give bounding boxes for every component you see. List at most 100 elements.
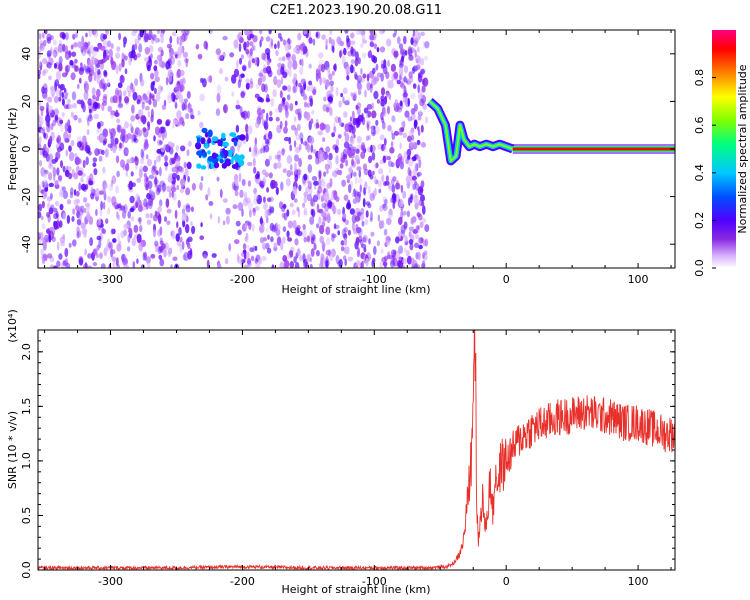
heatmap-noise-cell xyxy=(331,70,335,76)
heatmap-noise-cell xyxy=(44,187,49,192)
heatmap-noise-cell xyxy=(81,48,87,57)
heatmap-noise-cell xyxy=(366,103,373,110)
heatmap-noise-cell xyxy=(236,99,240,106)
heatmap-noise-cell xyxy=(400,265,406,268)
heatmap-noise-cell xyxy=(179,243,183,253)
heatmap-noise-cell xyxy=(287,237,293,242)
heatmap-noise-cell xyxy=(286,230,290,239)
heatmap-noise-cell xyxy=(261,108,266,114)
heatmap-noise-cell xyxy=(88,60,95,67)
heatmap-noise-cell xyxy=(339,50,342,59)
heatmap-noise-cell xyxy=(264,139,270,145)
heatmap-noise-cell xyxy=(126,246,131,252)
heatmap-noise-cell xyxy=(100,45,106,51)
heatmap-noise-cell xyxy=(367,110,372,118)
heatmap-noise-cell xyxy=(424,41,430,49)
heatmap-noise-cell xyxy=(263,134,267,140)
heatmap-noise-cell xyxy=(252,207,256,217)
heatmap-noise-cell xyxy=(77,170,83,176)
snr-x-tick-label: -300 xyxy=(98,575,123,588)
heatmap-noise-cell xyxy=(46,52,51,59)
heatmap-noise-cell xyxy=(174,209,178,219)
heatmap-noise-cell xyxy=(69,59,74,66)
heatmap-noise-cell xyxy=(123,90,127,97)
heatmap-noise-cell xyxy=(358,169,362,178)
heatmap-noise-cell xyxy=(303,207,307,216)
heatmap-noise-cell xyxy=(156,119,163,125)
heatmap-noise-cell xyxy=(371,125,374,133)
heatmap-noise-cell xyxy=(395,250,401,260)
heatmap-noise-cell xyxy=(307,163,313,173)
heatmap-noise-cell xyxy=(38,47,42,55)
heatmap-noise-cell xyxy=(153,87,157,95)
heatmap-noise-cell xyxy=(409,129,414,137)
heatmap-noise-cell xyxy=(186,161,192,170)
heatmap-noise-cell xyxy=(168,45,172,53)
heatmap-noise-cell xyxy=(53,62,58,69)
heatmap-noise-cell xyxy=(318,262,323,268)
heatmap-noise-cell xyxy=(310,144,314,153)
heatmap-noise-cell xyxy=(160,85,163,91)
heatmap-noise-cell xyxy=(38,203,43,212)
heatmap-noise-cell xyxy=(150,108,154,118)
heatmap-noise-cell xyxy=(285,178,291,187)
heatmap-noise-cell xyxy=(64,32,70,41)
heatmap-noise-cell xyxy=(422,205,426,215)
heatmap-noise-cell xyxy=(95,209,98,216)
heatmap-noise-cell xyxy=(170,92,176,102)
heatmap-noise-cell xyxy=(195,44,200,50)
heatmap-noise-cell xyxy=(291,209,296,216)
heatmap-noise-cell xyxy=(94,66,98,74)
heatmap-blob-cell xyxy=(196,136,201,144)
heatmap-noise-cell xyxy=(98,155,103,162)
heatmap-noise-cell xyxy=(280,241,284,251)
heatmap-noise-cell xyxy=(353,188,356,197)
heatmap-noise-cell xyxy=(88,216,94,225)
heatmap-noise-cell xyxy=(57,43,64,53)
heatmap-noise-cell xyxy=(83,197,88,203)
heatmap-noise-cell xyxy=(183,162,187,169)
heatmap-noise-cell xyxy=(165,119,171,125)
heatmap-noise-cell xyxy=(343,237,348,246)
heatmap-noise-cell xyxy=(422,103,427,111)
heatmap-noise-cell xyxy=(177,165,183,172)
heatmap-noise-cell xyxy=(318,216,322,225)
heatmap-noise-cell xyxy=(350,92,354,97)
heatmap-noise-cell xyxy=(320,63,325,73)
heatmap-noise-cell xyxy=(382,155,387,164)
heatmap-noise-cell xyxy=(74,58,78,64)
heatmap-noise-cell xyxy=(199,77,204,83)
heatmap-noise-cell xyxy=(59,89,62,98)
heatmap-noise-cell xyxy=(424,238,429,247)
heatmap-noise-cell xyxy=(38,211,42,219)
heatmap-noise-cell xyxy=(280,66,285,75)
heatmap-noise-cell xyxy=(39,105,45,111)
heatmap-noise-cell xyxy=(182,254,187,261)
heatmap-noise-cell xyxy=(348,167,353,173)
heatmap-noise-cell xyxy=(87,116,90,127)
heatmap-noise-cell xyxy=(294,100,298,106)
heatmap-noise-cell xyxy=(362,163,368,171)
heatmap-noise-cell xyxy=(112,95,118,104)
heatmap-noise-cell xyxy=(276,236,282,246)
heatmap-noise-cell xyxy=(73,189,77,196)
heatmap-noise-cell xyxy=(80,222,86,229)
heatmap-noise-cell xyxy=(326,214,331,224)
snr-series-line xyxy=(38,330,675,570)
heatmap-noise-cell xyxy=(124,68,128,75)
heatmap-noise-cell xyxy=(87,253,92,259)
heatmap-noise-cell xyxy=(88,108,92,114)
heatmap-noise-cell xyxy=(171,229,176,240)
heatmap-noise-cell xyxy=(58,220,63,228)
heatmap-noise-cell xyxy=(379,261,383,268)
heatmap-noise-cell xyxy=(96,235,102,241)
heatmap-noise-cell xyxy=(264,48,271,56)
heatmap-noise-cell xyxy=(160,147,165,153)
heatmap-noise-cell xyxy=(351,146,357,151)
heatmap-noise-cell xyxy=(94,102,99,109)
heatmap-noise-cell xyxy=(65,262,71,268)
heatmap-noise-cell xyxy=(47,253,53,259)
heatmap-noise-cell xyxy=(87,98,93,106)
heatmap-noise-cell xyxy=(128,56,132,66)
heatmap-blob-cell xyxy=(235,162,239,168)
